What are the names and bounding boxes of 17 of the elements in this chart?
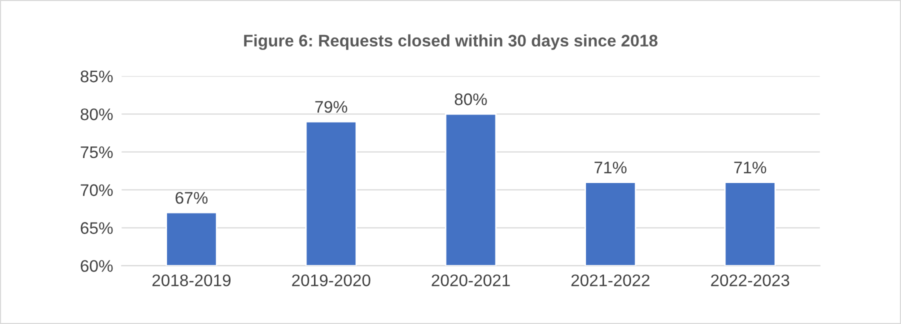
x-tick-label: 2019-2020 [292, 274, 370, 286]
y-tick-label: 80% [80, 108, 113, 120]
x-tick-label: 2018-2019 [152, 274, 231, 286]
x-tick-label: 2022-2023 [711, 274, 790, 286]
x-tick-label: 2021-2022 [571, 274, 650, 286]
data-label: 67% [176, 192, 208, 204]
y-tick-label: 60% [80, 260, 113, 272]
y-tick-label: 75% [80, 146, 113, 158]
y-tick-label: 85% [80, 70, 113, 82]
y-tick-label: 65% [80, 222, 113, 234]
x-tick-label: 2020-2021 [432, 274, 510, 286]
y-tick-label: 70% [80, 184, 113, 196]
data-label: 79% [315, 100, 348, 113]
data-label: 71% [734, 162, 766, 174]
data-label: 71% [594, 162, 627, 174]
data-label: 80% [454, 93, 487, 106]
chart-title: Figure 6: Requests closed within 30 days since 2018 [244, 34, 658, 50]
